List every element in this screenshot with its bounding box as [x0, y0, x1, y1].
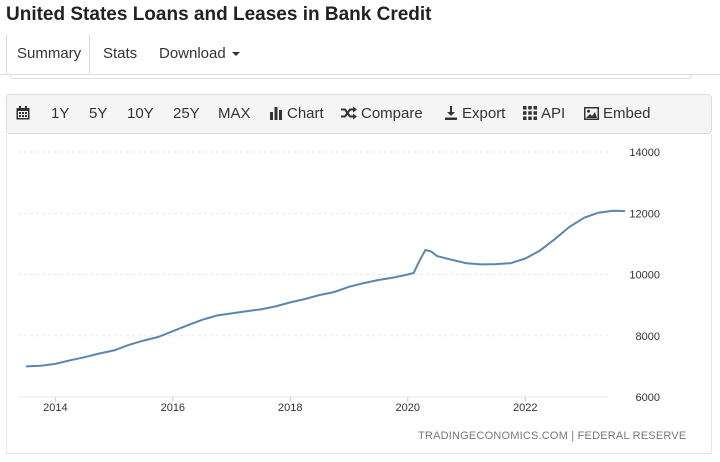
page-title: United States Loans and Leases in Bank C…	[6, 4, 432, 25]
calendar-button[interactable]	[16, 95, 34, 133]
tab-summary[interactable]: Summary	[6, 34, 90, 74]
api-label: API	[541, 105, 566, 122]
y-tick-label: 10000	[629, 270, 660, 282]
shuffle-icon	[341, 106, 357, 120]
y-tick-label: 14000	[629, 147, 660, 159]
x-tick-label: 2014	[43, 402, 67, 414]
tab-download[interactable]: Download	[159, 34, 240, 74]
range-25y-button[interactable]: 25Y	[173, 105, 200, 122]
embed-label: Embed	[603, 105, 651, 122]
x-tick-label: 2020	[396, 402, 420, 414]
export-label: Export	[462, 105, 506, 122]
series-line	[25, 209, 626, 368]
compare-label: Compare	[361, 105, 423, 122]
compare-button[interactable]: Compare	[341, 95, 423, 133]
x-tick-label: 2022	[513, 402, 537, 414]
x-tick-label: 2016	[161, 402, 185, 414]
image-icon	[584, 107, 599, 120]
tab-bar: Summary Stats Download	[0, 34, 720, 75]
export-button[interactable]: Export	[444, 95, 505, 133]
y-axis: 6000 8000 10000 12000 14000	[629, 147, 660, 404]
download-icon	[445, 106, 457, 120]
x-tick-label: 2018	[278, 402, 302, 414]
range-10y-button[interactable]: 10Y	[127, 105, 154, 122]
bar-chart-icon	[270, 107, 282, 120]
summary-panel-edge	[10, 74, 692, 79]
chart-container	[6, 134, 712, 454]
chart-grid	[18, 151, 608, 398]
range-max-button[interactable]: MAX	[218, 105, 251, 122]
calendar-icon	[16, 106, 30, 120]
source-credit[interactable]: TRADINGECONOMICS.COM | FEDERAL RESERVE	[418, 430, 687, 442]
chart-type-button[interactable]: Chart	[269, 95, 324, 133]
chart-toolbar: 1Y 5Y 10Y 25Y MAX Chart Compare Export A…	[6, 94, 712, 134]
api-button[interactable]: API	[523, 95, 565, 133]
embed-button[interactable]: Embed	[584, 95, 651, 133]
range-5y-button[interactable]: 5Y	[89, 105, 108, 122]
x-axis: 2014 2016 2018 2020 2022	[43, 397, 537, 414]
y-tick-label: 12000	[629, 208, 660, 220]
grid-icon	[523, 106, 537, 120]
caret-down-icon	[231, 52, 240, 57]
chart-type-label: Chart	[287, 105, 324, 122]
tab-stats[interactable]: Stats	[103, 45, 138, 62]
y-tick-label: 6000	[636, 392, 660, 404]
y-tick-label: 8000	[636, 331, 660, 343]
tab-download-label: Download	[159, 45, 226, 62]
range-1y-button[interactable]: 1Y	[51, 105, 70, 122]
